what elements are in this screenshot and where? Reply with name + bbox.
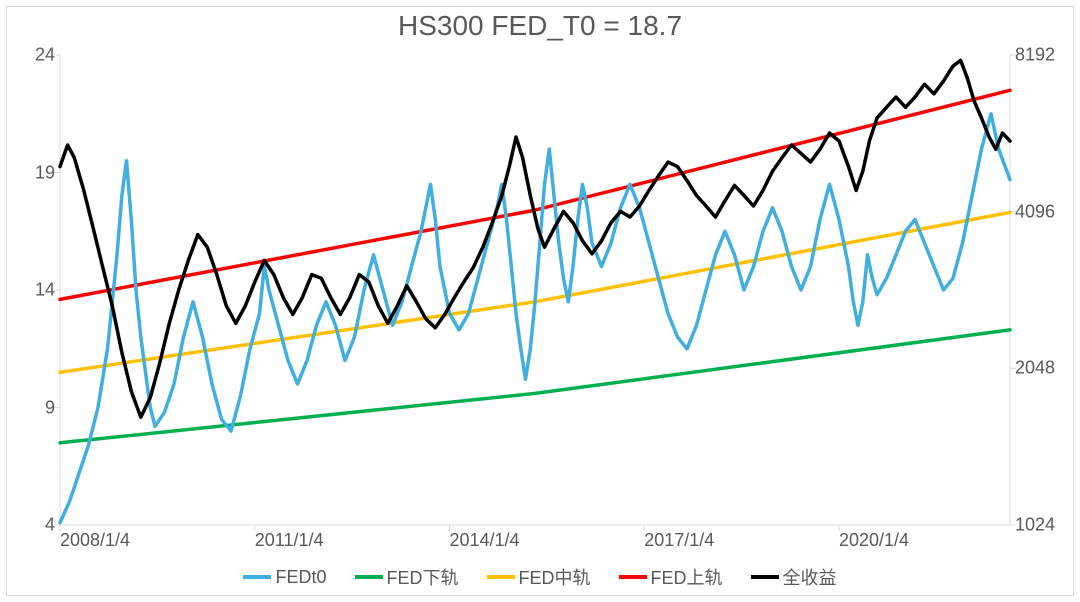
y-right-tick: 2048 bbox=[1015, 358, 1070, 379]
y-right-tick: 8192 bbox=[1015, 45, 1070, 66]
legend-swatch bbox=[243, 575, 271, 579]
legend-swatch bbox=[751, 575, 779, 579]
legend-swatch bbox=[355, 575, 383, 579]
legend-swatch bbox=[619, 575, 647, 579]
legend-label: FED上轨 bbox=[651, 564, 723, 590]
y-left-tick: 9 bbox=[15, 397, 55, 418]
legend-label: 全收益 bbox=[783, 564, 837, 590]
legend-label: FEDt0 bbox=[275, 567, 326, 588]
legend-label: FED下轨 bbox=[387, 564, 459, 590]
chart-title: HS300 FED_T0 = 18.7 bbox=[0, 10, 1080, 42]
x-tick: 2014/1/4 bbox=[450, 530, 520, 551]
y-left-tick: 24 bbox=[15, 45, 55, 66]
chart-container: HS300 FED_T0 = 18.7 4 9 14 19 24 1024 2048 409… bbox=[0, 0, 1080, 602]
legend-item: 全收益 bbox=[751, 564, 837, 590]
y-left-tick: 19 bbox=[15, 162, 55, 183]
legend-item: FED上轨 bbox=[619, 564, 723, 590]
y-axis-right: 1024204840968192 bbox=[1015, 55, 1070, 525]
plot-area bbox=[60, 55, 1010, 525]
x-tick: 2020/1/4 bbox=[839, 530, 909, 551]
legend-item: FED中轨 bbox=[487, 564, 591, 590]
x-tick: 2017/1/4 bbox=[644, 530, 714, 551]
y-left-tick: 14 bbox=[15, 280, 55, 301]
legend-item: FEDt0 bbox=[243, 567, 326, 588]
legend-item: FED下轨 bbox=[355, 564, 459, 590]
plot-svg bbox=[60, 55, 1010, 525]
y-right-tick: 1024 bbox=[1015, 515, 1070, 536]
legend-swatch bbox=[487, 575, 515, 579]
x-tick: 2011/1/4 bbox=[255, 530, 324, 551]
legend: FEDt0 FED下轨 FED中轨 FED上轨 全收益 bbox=[0, 564, 1080, 590]
y-right-tick: 4096 bbox=[1015, 201, 1070, 222]
legend-label: FED中轨 bbox=[519, 564, 591, 590]
y-axis-left: 49141924 bbox=[15, 55, 55, 525]
x-tick: 2008/1/4 bbox=[60, 530, 130, 551]
x-axis: 2008/1/4 2011/1/4 2014/1/4 2017/1/4 2020/1/4 bbox=[60, 530, 1010, 555]
y-left-tick: 4 bbox=[15, 515, 55, 536]
